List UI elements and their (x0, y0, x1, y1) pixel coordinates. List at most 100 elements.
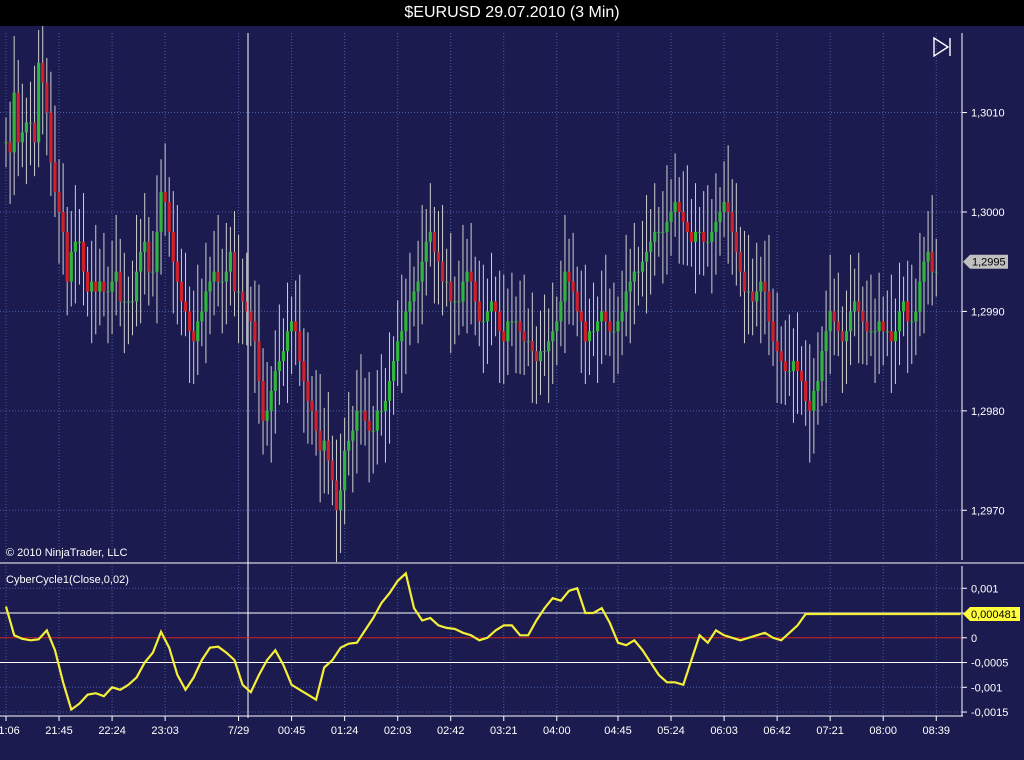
candle-body (212, 271, 216, 282)
price-candles[interactable] (4, 26, 938, 562)
candle-body (175, 261, 179, 282)
candle-body (669, 211, 673, 222)
time-tick-label: 08:39 (922, 725, 950, 737)
candle-body (420, 261, 424, 282)
candle-body (404, 311, 408, 332)
chart-area[interactable]: 1,2970 1,2980 1,2990 1,3000 1,3010 1,2995 © 2… (0, 26, 1024, 760)
candle-body (343, 450, 347, 491)
candle-body (530, 341, 534, 352)
candle-body (653, 231, 657, 242)
candle-body (926, 251, 930, 262)
candle-body (216, 271, 220, 282)
candle-body (934, 271, 938, 273)
candle-body (208, 281, 212, 292)
candle-body (265, 410, 269, 421)
candle-body (779, 351, 783, 362)
candle-body (677, 202, 681, 212)
candle-body (285, 331, 290, 352)
cybercycle-line[interactable] (4, 571, 961, 712)
candle-body (726, 202, 730, 212)
candle-body (485, 311, 490, 322)
candle-body (542, 351, 547, 353)
candle-body (930, 251, 934, 272)
candle-body (787, 371, 791, 373)
indicator-tick-label: -0,0005 (971, 658, 1008, 670)
candle-body (865, 321, 869, 332)
candle-body (392, 361, 396, 382)
current-value-badge (963, 606, 1020, 621)
time-x-axis: 21:06 21:45 22:24 23:03 7/29 00:45 01:24 02:03 0… (0, 716, 950, 737)
time-tick-label: 06:42 (763, 725, 791, 737)
candle-body (139, 251, 143, 272)
candle-body (314, 410, 318, 431)
candle-body (351, 430, 355, 441)
candle-body (918, 281, 922, 312)
candle-body (220, 281, 224, 283)
candle-body (861, 311, 865, 322)
candle-body (110, 281, 114, 292)
indicator-gridlines (0, 566, 962, 716)
candle-body (575, 291, 579, 312)
candle-body (506, 321, 510, 342)
candle-body (791, 361, 796, 372)
candle-body (436, 251, 441, 262)
candle-body (738, 251, 742, 272)
candle-body (808, 400, 812, 411)
time-tick-label: 00:45 (278, 725, 306, 737)
candle-body (473, 281, 477, 302)
time-tick-label: 07:21 (816, 725, 844, 737)
candle-body (693, 231, 698, 242)
candle-body (644, 251, 649, 262)
candle-body (32, 122, 37, 143)
candle-body (502, 331, 506, 342)
candle-body (551, 331, 555, 342)
candle-body (151, 271, 155, 273)
candle-body (281, 351, 286, 362)
candle-body (98, 281, 102, 292)
candle-body (383, 400, 388, 411)
candle-body (57, 192, 61, 212)
candle-body (783, 361, 787, 372)
candle-body (494, 301, 498, 312)
candle-body (685, 221, 689, 232)
candle-body (832, 311, 836, 322)
candle-body (689, 231, 694, 242)
candle-body (742, 271, 747, 292)
time-tick-label: 02:42 (437, 725, 465, 737)
candle-body (873, 331, 877, 333)
candle-body (126, 301, 130, 303)
scroll-to-end-icon[interactable] (933, 36, 951, 58)
candle-body (547, 341, 551, 352)
candle-body (49, 112, 53, 163)
candle-body (277, 361, 281, 372)
time-tick-label: 06:03 (710, 725, 738, 737)
candle-body (379, 410, 383, 412)
candle-body (224, 271, 228, 282)
candle-body (461, 281, 465, 302)
candle-body (489, 301, 494, 312)
candle-body (522, 331, 526, 342)
candle-body (604, 311, 608, 322)
candle-body (526, 341, 530, 343)
candle-body (12, 92, 16, 153)
candle-body (330, 460, 334, 481)
candle-body (465, 271, 469, 282)
time-tick-label: 7/29 (228, 725, 249, 737)
candle-body (591, 331, 596, 333)
candle-body (163, 192, 167, 203)
candle-body (897, 311, 902, 332)
candle-body (571, 281, 575, 292)
indicator-tick-label: 0 (971, 633, 977, 645)
time-tick-label: 04:45 (604, 725, 632, 737)
indicator-title: CyberCycle1(Close,0,02) (6, 574, 129, 586)
candle-body (86, 271, 90, 292)
candle-body (453, 301, 457, 303)
candle-body (804, 381, 808, 401)
candle-body (457, 301, 461, 303)
candle-body (400, 331, 404, 342)
candle-body (751, 291, 755, 302)
time-tick-label: 21:06 (0, 725, 20, 737)
candle-body (734, 231, 738, 252)
candle-body (583, 321, 587, 342)
